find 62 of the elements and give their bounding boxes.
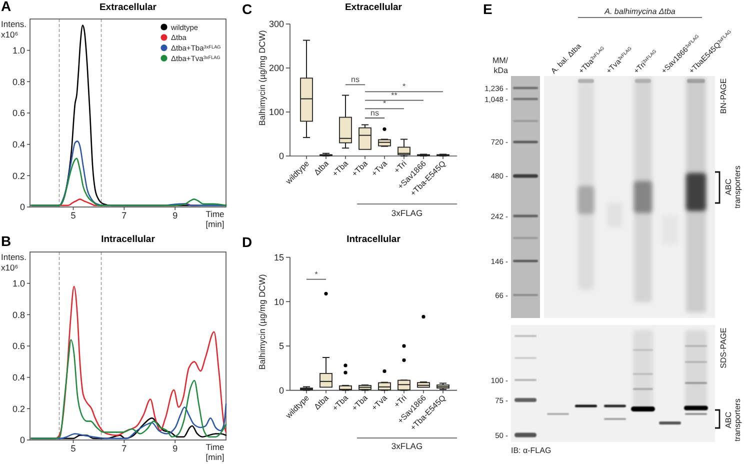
y-tick-label: 0.8 xyxy=(12,310,25,320)
text: MM/ kDa xyxy=(492,56,509,75)
annotation: ns xyxy=(370,108,379,118)
x-tick-label: +Tba xyxy=(350,158,370,178)
chart-title: Intracellular xyxy=(346,234,401,245)
annotation: * xyxy=(382,99,386,108)
y-tick-label: 0.8 xyxy=(12,76,25,87)
annotation: * xyxy=(314,270,318,279)
annotation: ** xyxy=(391,90,398,100)
x-tick-label: 5 xyxy=(70,210,76,220)
y-tick-label: 0 xyxy=(278,151,284,162)
x-axis-title: Time [min] xyxy=(206,442,225,462)
x-axis-title: Time [min] xyxy=(206,209,225,229)
x-tick-label: +Tba xyxy=(350,392,370,413)
annotation: * xyxy=(402,82,406,92)
x-tick-label: 7 xyxy=(122,210,127,220)
chart-title: Intracellular xyxy=(101,234,156,245)
text: BN-PAGE xyxy=(719,78,728,114)
y-tick-label: 0.2 xyxy=(12,404,25,414)
y-tick-label: 100 xyxy=(268,107,284,118)
x-tick-label: +Tba xyxy=(330,158,350,178)
text: D xyxy=(242,234,252,250)
y-tick-label: 1.0 xyxy=(12,46,25,56)
text: B xyxy=(1,233,12,249)
y-tick-label: 0.6 xyxy=(12,341,25,352)
x-tick-label: 9 xyxy=(172,210,178,220)
text: C xyxy=(242,1,252,17)
annotation: ns xyxy=(351,75,360,84)
y-tick-label: 5 xyxy=(278,341,284,352)
text: SDS-PAGE xyxy=(719,328,728,368)
y-tick-label: 1.0 xyxy=(12,278,25,289)
y-tick-label: 0 xyxy=(20,202,25,212)
y-tick-label: 0.4 xyxy=(12,140,25,150)
x-tick-label: +Tba xyxy=(330,392,350,413)
chart-title: Extracellular xyxy=(344,2,402,13)
x-tick-label: 9 xyxy=(172,444,178,454)
y-axis-title: Balhimycin (µg/mg DCW) xyxy=(257,30,267,126)
text: 3xFLAG xyxy=(391,441,423,451)
text: ABC transporters xyxy=(724,398,742,442)
text: IB: α-FLAG xyxy=(511,446,552,455)
text: A xyxy=(1,0,12,14)
y-tick-label: 0.2 xyxy=(12,170,25,181)
y-tick-label: 0 xyxy=(20,435,25,446)
x-tick-label: +Tva xyxy=(370,158,390,178)
y-axis-title: Intens. x10⁶ xyxy=(1,19,27,40)
y-tick-label: 0 xyxy=(278,386,284,396)
text: ABC transporters xyxy=(724,166,742,208)
y-tick-label: 15 xyxy=(274,252,284,262)
y-tick-label: 200 xyxy=(268,63,284,74)
chart-title: Extracellular xyxy=(99,2,157,13)
text: A. balhimycina Δtba xyxy=(604,7,676,16)
x-tick-label: 5 xyxy=(70,444,76,454)
text: 3xFLAG xyxy=(391,208,423,218)
y-tick-label: 10 xyxy=(274,296,284,307)
text: E xyxy=(483,1,492,17)
x-tick-label: +Tva xyxy=(370,392,390,412)
y-axis-title: Balhimycin (µg/mg DCW) xyxy=(257,274,267,370)
x-tick-label: 7 xyxy=(122,444,127,454)
y-axis-title: Intens. x10⁶ xyxy=(1,252,27,272)
y-tick-label: 0.4 xyxy=(12,372,25,383)
y-tick-label: 0.6 xyxy=(12,108,25,118)
y-tick-label: 300 xyxy=(268,19,284,30)
